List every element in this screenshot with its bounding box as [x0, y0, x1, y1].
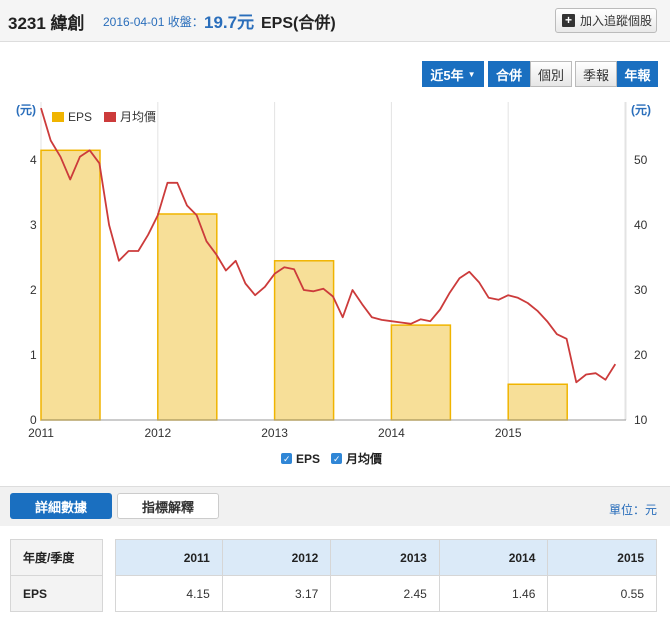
close-date-label: 2016-04-01 收盤：: [103, 15, 204, 29]
quarterly-button[interactable]: 季報: [575, 61, 617, 87]
check-icon: ✓: [283, 454, 291, 464]
table-header-cell: 年度/季度: [10, 539, 103, 576]
table-cell: 0.55: [547, 575, 657, 612]
unit-label: 單位：元: [608, 503, 657, 517]
left-tick-label: 4: [30, 153, 37, 167]
legend-eps-swatch: [52, 112, 64, 122]
chart-legend: EPS 月均價: [52, 110, 156, 124]
left-axis-unit: (元): [16, 103, 36, 117]
right-tick-label: 10: [634, 413, 648, 427]
right-tick-label: 30: [634, 283, 648, 297]
x-tick-label: 2015: [495, 426, 522, 440]
eps-title: EPS(合併): [261, 15, 336, 32]
table-header-cell: 2011: [115, 539, 223, 576]
plus-icon: +: [562, 14, 575, 27]
table-header-row: 年度/季度 2011 2012 2013 2014 2015: [10, 539, 657, 576]
table-row-label: EPS: [10, 575, 103, 612]
left-tick-label: 2: [30, 283, 37, 297]
caret-down-icon: ▼: [467, 69, 476, 79]
report-type-group: 合併 個別: [488, 61, 572, 87]
table-cell: 3.17: [221, 575, 332, 612]
add-watchlist-label: 加入追蹤個股: [580, 14, 653, 28]
eps-bars: [40, 149, 568, 421]
eps-bar: [390, 324, 452, 421]
table-header-cell: 2015: [547, 539, 657, 576]
left-tick-label: 0: [30, 413, 37, 427]
header-bar: 3231 緯創 2016-04-01 收盤： 19.7元 EPS(合併) + 加…: [0, 0, 670, 42]
data-tabs: 詳細數據 指標解釋 單位：元: [0, 486, 670, 526]
eps-bar: [273, 260, 335, 421]
legend-eps-label: EPS: [68, 110, 92, 124]
stock-title: 3231 緯創: [8, 14, 85, 33]
individual-button[interactable]: 個別: [530, 61, 572, 87]
table-cell: 2.45: [330, 575, 440, 612]
price-checkbox[interactable]: [331, 453, 342, 464]
check-icon: ✓: [333, 454, 341, 464]
x-tick-label: 2012: [144, 426, 171, 440]
table-header-cell: 2014: [438, 539, 549, 576]
bottom-legend-price: 月均價: [345, 451, 383, 466]
close-price: 19.7元: [204, 13, 255, 32]
right-tick-label: 20: [634, 348, 648, 362]
price-series-line: [40, 107, 617, 384]
left-tick-label: 1: [30, 348, 37, 362]
right-axis-unit: (元): [631, 103, 651, 117]
eps-checkbox[interactable]: [281, 453, 292, 464]
period-dropdown[interactable]: 近5年 ▼: [422, 61, 484, 87]
add-watchlist-button[interactable]: + 加入追蹤個股: [555, 8, 657, 33]
eps-bar: [40, 149, 101, 421]
table-header-cell: 2012: [221, 539, 332, 576]
frequency-group: 季報 年報: [575, 61, 658, 87]
right-tick-label: 40: [634, 218, 648, 232]
bottom-legend-eps: EPS: [296, 452, 320, 466]
x-tick-label: 2014: [378, 426, 405, 440]
eps-bar: [157, 213, 218, 421]
right-tick-label: 50: [634, 153, 648, 167]
chart-axes: 0 1 2 3 4 10 20 30 40 50 2011 2012 2013 2014 2015: [28, 153, 648, 440]
eps-table: 年度/季度 2011 2012 2013 2014 2015 EPS 4.15 …: [10, 539, 657, 612]
table-header-cell: 2013: [330, 539, 440, 576]
table-row: EPS 4.15 3.17 2.45 1.46 0.55: [10, 575, 657, 612]
tab-detail[interactable]: 詳細數據: [10, 493, 112, 519]
x-tick-label: 2011: [28, 426, 54, 440]
x-tick-label: 2013: [261, 426, 288, 440]
consolidated-button[interactable]: 合併: [488, 61, 530, 87]
price-line: [40, 107, 617, 384]
legend-price-label: 月均價: [120, 110, 156, 124]
eps-bar: [507, 383, 568, 421]
bottom-legend: ✓ EPS ✓ 月均價: [281, 451, 383, 466]
table-cell: 4.15: [115, 575, 223, 612]
legend-price-swatch: [104, 112, 116, 122]
annual-button[interactable]: 年報: [617, 61, 658, 87]
tab-indicator[interactable]: 指標解釋: [117, 493, 219, 519]
table-cell: 1.46: [438, 575, 549, 612]
period-label: 近5年: [430, 67, 464, 83]
left-tick-label: 3: [30, 218, 37, 232]
